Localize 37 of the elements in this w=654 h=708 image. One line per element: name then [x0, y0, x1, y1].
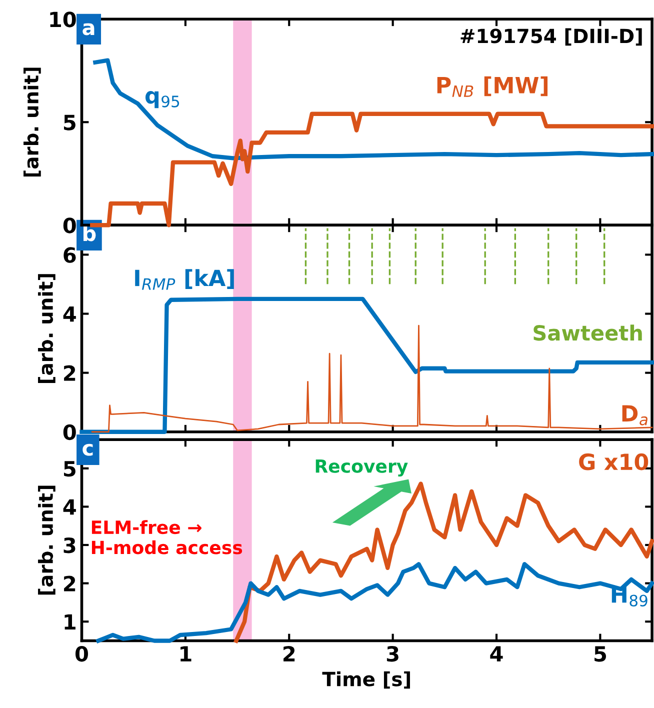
series-label: D$_{a}$ [622, 405, 648, 426]
text: G x10 [579, 453, 648, 470]
y-tick-label: 0 [63, 218, 76, 234]
annotation: Sawteeth [534, 324, 642, 341]
y-tick-label: 5 [64, 461, 76, 477]
series-label: P$_{NB}$ [MW] [437, 76, 548, 97]
y-tick-label: 10 [50, 12, 76, 28]
line-series [93, 58, 654, 160]
line-series [96, 562, 654, 643]
x-tick-label: 4 [490, 646, 503, 662]
y-tick-label: 5 [64, 114, 76, 130]
chart-title: a [82, 23, 94, 36]
y-tick-label: 2 [64, 365, 76, 381]
chart-title: c [82, 444, 93, 456]
annotation: #191754 [DIII-D] [460, 28, 642, 46]
line-series [91, 324, 653, 433]
series-label: I$_{RMP}$ [kA] [135, 269, 234, 290]
series-label: q$_{95}$ [145, 91, 180, 108]
x-tick-label: 2 [284, 646, 295, 662]
annotation: ELM-free → H-mode access [92, 520, 242, 554]
x-tick-label: 5 [594, 646, 606, 662]
y-tick-label: 3 [64, 537, 76, 554]
x-tick-label: 1 [180, 646, 192, 662]
x-tick-label: 3 [386, 646, 398, 662]
y-tick-label: 0 [63, 424, 76, 440]
y-tick-label: 6 [64, 247, 76, 263]
y-tick-label: 2 [64, 576, 76, 592]
annotation: Recovery [316, 459, 408, 477]
x-tick-label: 0 [76, 646, 88, 662]
y-axis-title: [arb. unit] [38, 486, 56, 595]
chart-title: b [84, 225, 96, 242]
y-tick-label: 4 [63, 306, 76, 322]
x-axis-title: Time [s] [322, 671, 410, 689]
y-tick-label: 4 [63, 499, 76, 515]
y-tick-label: 1 [64, 614, 76, 630]
y-axis-title: [arb. unit] [24, 68, 41, 177]
y-axis-title: [arb. unit] [38, 274, 56, 383]
